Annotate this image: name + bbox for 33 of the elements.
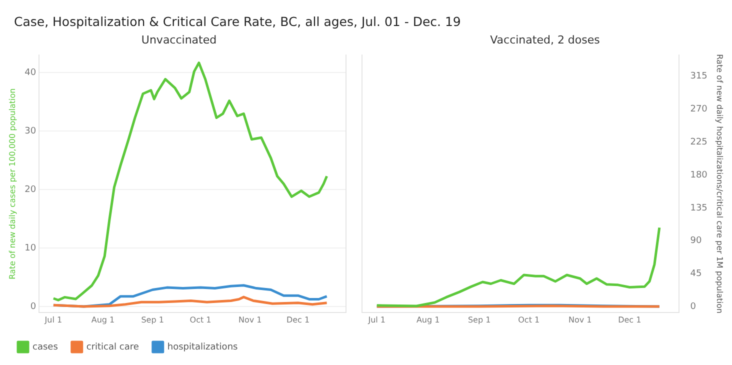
y2-tick-label: 135 (690, 203, 708, 214)
legend-label: cases (32, 342, 58, 352)
chart-subtitle: Unvaccinated (141, 33, 217, 46)
legend-label: hospitalizations (167, 342, 238, 352)
y-axis-title: Rate of new daily cases per 100,000 population (8, 88, 17, 280)
x-tick-label: Nov 1 (568, 315, 592, 324)
y2-tick-label: 315 (690, 72, 708, 82)
y2-tick-label: 180 (690, 170, 708, 180)
x-tick-label: Sep 1 (468, 315, 491, 324)
y2-tick-label: 45 (690, 269, 702, 280)
y2-tick-label: 270 (690, 104, 708, 115)
x-tick-label: Oct 1 (190, 315, 212, 324)
x-tick-label: Dec 1 (286, 315, 310, 324)
y2-tick-label: 90 (690, 236, 702, 246)
y-tick-label: 40 (24, 68, 36, 78)
x-tick-label: Oct 1 (518, 315, 540, 324)
chart-subtitle: Vaccinated, 2 doses (490, 33, 600, 46)
y2-tick-label: 0 (690, 302, 696, 312)
y-tick-label: 30 (24, 126, 36, 137)
chart-title: Case, Hospitalization & Critical Care Rate, BC, all ages, Jul. 01 - Dec. 19 (14, 14, 461, 29)
x-tick-label: Jul 1 (44, 315, 62, 324)
x-tick-label: Jul 1 (367, 315, 386, 324)
x-tick-label: Aug 1 (416, 315, 440, 324)
y-tick-label: 10 (24, 243, 36, 254)
y2-tick-label: 225 (690, 137, 708, 148)
x-tick-label: Dec 1 (618, 315, 642, 324)
x-tick-label: Sep 1 (141, 315, 164, 324)
x-tick-label: Aug 1 (91, 315, 115, 324)
legend-label: critical care (86, 342, 140, 352)
y2-axis-title: Rate of new daily hospitalizations/critical care per 1M population (715, 54, 724, 314)
y-tick-label: 20 (24, 184, 36, 195)
y-tick-label: 0 (30, 302, 36, 312)
x-tick-label: Nov 1 (238, 315, 262, 324)
